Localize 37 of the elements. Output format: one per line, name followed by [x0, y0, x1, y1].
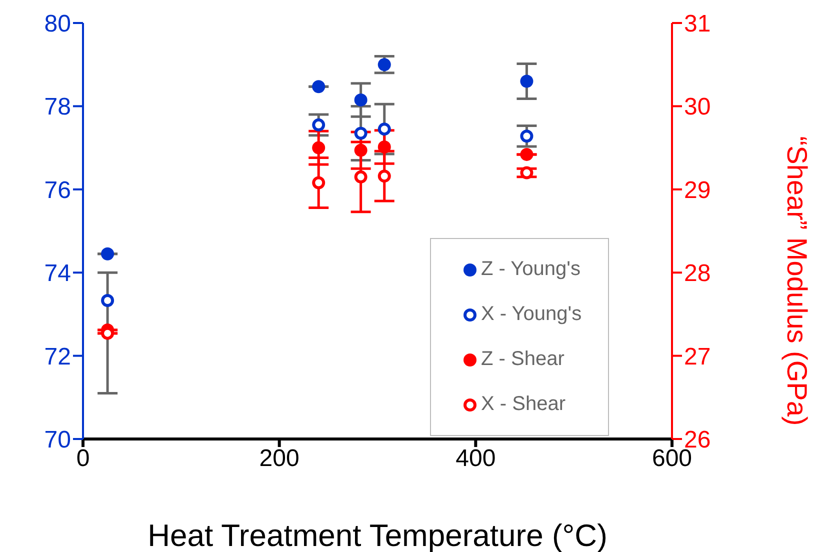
point	[312, 80, 326, 94]
point	[312, 118, 326, 132]
point	[378, 122, 391, 136]
point	[354, 170, 368, 184]
legend-label: Z - Shear	[481, 348, 564, 371]
y2-tick-label: 28	[684, 260, 711, 288]
point	[378, 58, 391, 72]
y-tick-label: 80	[44, 10, 71, 38]
point	[520, 130, 534, 143]
point	[520, 166, 534, 180]
point	[378, 170, 391, 183]
y-tick-label: 76	[44, 176, 71, 204]
y2-tick-label: 27	[684, 343, 711, 370]
x-tick-label: 0	[76, 445, 90, 472]
y-tick-label: 74	[44, 260, 71, 288]
point	[101, 247, 114, 260]
y-tick-label: 70	[44, 426, 71, 454]
y-tick-label: 72	[44, 343, 71, 370]
point	[101, 294, 114, 307]
y2-axis-title: “Shear” Modulus (GPa)	[782, 136, 813, 426]
point	[520, 148, 534, 161]
y2-tick-label: 30	[684, 94, 711, 121]
x-tick-label: 400	[456, 445, 496, 472]
point	[354, 144, 368, 157]
y-tick-label: 78	[44, 94, 71, 121]
y2-tick-label: 29	[684, 176, 711, 204]
point	[520, 74, 534, 88]
point	[312, 141, 326, 154]
point	[378, 140, 391, 154]
point	[312, 176, 326, 190]
y2-tick-label: 31	[684, 10, 711, 38]
point	[354, 126, 368, 140]
legend-label: X - Young's	[481, 303, 582, 326]
point	[354, 93, 368, 106]
legend-label: X - Shear	[481, 393, 566, 416]
x-tick-label: 200	[259, 445, 300, 472]
legend-label: Z - Young's	[481, 258, 580, 281]
